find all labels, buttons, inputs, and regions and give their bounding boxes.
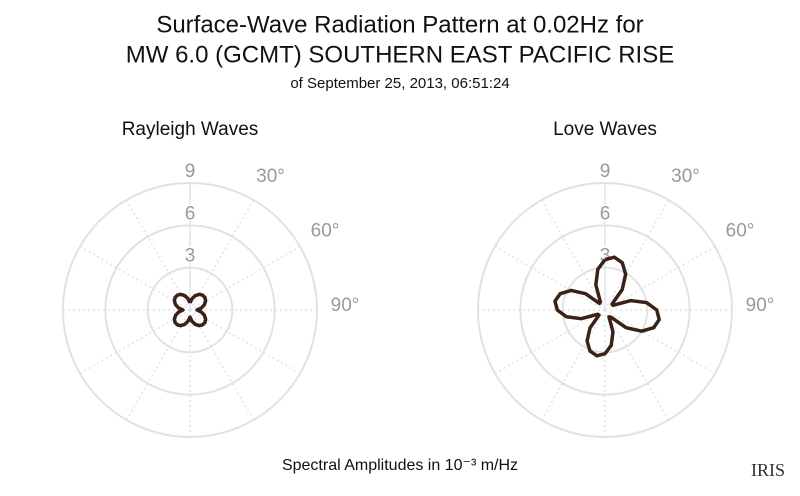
grid-ring (104, 224, 276, 396)
theta-tick-label: 90° (331, 295, 360, 316)
grid-ring (146, 266, 234, 354)
title-line: Surface-Wave Radiation Pattern at 0.02Hz… (156, 11, 643, 38)
theta-tick-label: 60° (726, 221, 755, 242)
spoke (189, 245, 301, 311)
spoke (125, 309, 191, 421)
title-line: MW 6.0 (GCMT) SOUTHERN EAST PACIFIC RISE (126, 41, 674, 68)
theta-tick-label: 30° (671, 166, 700, 187)
grid-ring (477, 182, 733, 438)
spoke (189, 309, 255, 421)
grid-ring (519, 224, 691, 396)
r-tick-label: 6 (600, 203, 611, 224)
spoke (189, 199, 255, 311)
spoke (189, 309, 301, 375)
spoke (79, 245, 191, 311)
theta-tick-label: 90° (746, 295, 775, 316)
spoke (604, 245, 716, 311)
r-tick-label: 9 (185, 161, 196, 182)
spoke (604, 309, 716, 375)
footer-label: Spectral Amplitudes in 10⁻³ m/Hz (282, 457, 518, 474)
r-tick-label: 3 (185, 246, 196, 267)
pattern-line (172, 292, 208, 328)
theta-tick-label: 30° (256, 166, 285, 187)
spoke (79, 309, 191, 375)
spoke (494, 245, 606, 311)
pattern-line (553, 255, 661, 358)
r-tick-label: 9 (600, 161, 611, 182)
spoke (604, 199, 670, 311)
chart-title: Rayleigh Waves (122, 119, 259, 140)
spoke (125, 199, 191, 311)
spoke (494, 309, 606, 375)
spoke (540, 199, 606, 311)
logo: IRIS (751, 460, 785, 480)
theta-tick-label: 60° (311, 221, 340, 242)
r-tick-label: 6 (185, 203, 196, 224)
subtitle: of September 25, 2013, 06:51:24 (290, 75, 509, 92)
spoke (540, 309, 606, 421)
chart-title: Love Waves (553, 119, 657, 140)
grid-ring (62, 182, 318, 438)
spoke (604, 309, 670, 421)
